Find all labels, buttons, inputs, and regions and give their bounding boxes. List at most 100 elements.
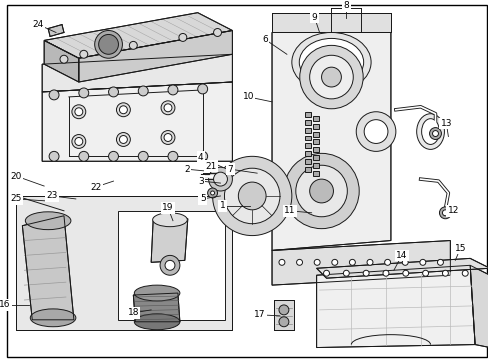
Circle shape — [207, 188, 217, 198]
Text: 16: 16 — [0, 301, 10, 310]
Circle shape — [314, 259, 320, 265]
Text: 9: 9 — [311, 13, 317, 22]
Bar — [312, 147, 318, 152]
Circle shape — [213, 172, 227, 186]
Circle shape — [278, 317, 288, 327]
Polygon shape — [271, 240, 449, 285]
Bar — [304, 167, 310, 172]
Circle shape — [95, 31, 122, 58]
Bar — [304, 120, 310, 125]
Circle shape — [80, 50, 87, 58]
Circle shape — [442, 210, 447, 216]
Polygon shape — [79, 31, 232, 82]
Circle shape — [60, 55, 68, 63]
Circle shape — [210, 191, 214, 195]
Ellipse shape — [25, 212, 71, 230]
Text: 19: 19 — [162, 203, 173, 212]
Ellipse shape — [291, 32, 370, 92]
Circle shape — [363, 270, 368, 276]
Circle shape — [163, 104, 172, 112]
Circle shape — [79, 88, 88, 98]
Circle shape — [437, 259, 443, 265]
Polygon shape — [17, 196, 232, 330]
Circle shape — [442, 270, 447, 276]
Circle shape — [309, 55, 352, 99]
Circle shape — [119, 135, 127, 143]
Text: 10: 10 — [242, 93, 253, 102]
Circle shape — [382, 270, 388, 276]
Bar — [312, 139, 318, 144]
Polygon shape — [42, 54, 232, 92]
Circle shape — [108, 87, 118, 97]
Text: 8: 8 — [343, 1, 348, 10]
Circle shape — [138, 86, 148, 96]
Circle shape — [208, 167, 232, 191]
Circle shape — [212, 156, 291, 235]
Bar — [312, 155, 318, 160]
Circle shape — [168, 85, 178, 95]
Circle shape — [224, 168, 280, 224]
Text: 15: 15 — [453, 244, 465, 253]
Text: 6: 6 — [262, 35, 267, 44]
Circle shape — [138, 151, 148, 161]
Circle shape — [323, 270, 329, 276]
Text: 14: 14 — [395, 251, 407, 260]
Circle shape — [168, 151, 178, 161]
Circle shape — [75, 108, 82, 116]
Circle shape — [309, 179, 333, 203]
Circle shape — [238, 182, 265, 210]
Polygon shape — [42, 82, 232, 161]
Circle shape — [295, 165, 346, 217]
Text: 24: 24 — [33, 20, 44, 29]
Circle shape — [428, 127, 441, 139]
Text: 20: 20 — [11, 172, 22, 181]
Circle shape — [79, 151, 88, 161]
Circle shape — [213, 28, 221, 36]
Circle shape — [197, 151, 207, 161]
Circle shape — [461, 270, 467, 276]
Polygon shape — [316, 258, 488, 278]
Circle shape — [296, 259, 302, 265]
Bar — [312, 163, 318, 168]
Circle shape — [179, 33, 186, 41]
Circle shape — [419, 259, 425, 265]
Circle shape — [72, 105, 85, 119]
Bar — [304, 151, 310, 156]
Circle shape — [99, 35, 118, 54]
Text: 3: 3 — [198, 177, 203, 186]
Circle shape — [299, 45, 363, 109]
Circle shape — [356, 112, 395, 151]
Circle shape — [163, 134, 172, 141]
Text: 22: 22 — [90, 183, 101, 192]
Circle shape — [72, 135, 85, 148]
Bar — [312, 131, 318, 136]
Polygon shape — [22, 216, 74, 320]
Circle shape — [119, 106, 127, 114]
Circle shape — [321, 67, 341, 87]
Circle shape — [197, 84, 207, 94]
Polygon shape — [44, 13, 232, 58]
Bar — [312, 116, 318, 121]
Ellipse shape — [134, 314, 180, 330]
Circle shape — [75, 138, 82, 145]
Ellipse shape — [416, 114, 444, 149]
Text: 7: 7 — [227, 165, 233, 174]
Polygon shape — [271, 32, 390, 251]
Circle shape — [129, 41, 137, 49]
Circle shape — [402, 259, 407, 265]
Polygon shape — [273, 300, 293, 330]
Text: 18: 18 — [127, 309, 139, 318]
Polygon shape — [44, 40, 79, 82]
Text: 5: 5 — [200, 194, 205, 203]
Ellipse shape — [134, 285, 180, 301]
Circle shape — [161, 101, 175, 115]
Circle shape — [278, 259, 285, 265]
Text: 13: 13 — [440, 119, 451, 128]
Circle shape — [402, 270, 408, 276]
Circle shape — [108, 151, 118, 161]
Polygon shape — [133, 293, 180, 322]
Circle shape — [364, 120, 387, 143]
Polygon shape — [271, 13, 390, 32]
Text: 12: 12 — [447, 206, 458, 215]
Polygon shape — [48, 24, 64, 36]
